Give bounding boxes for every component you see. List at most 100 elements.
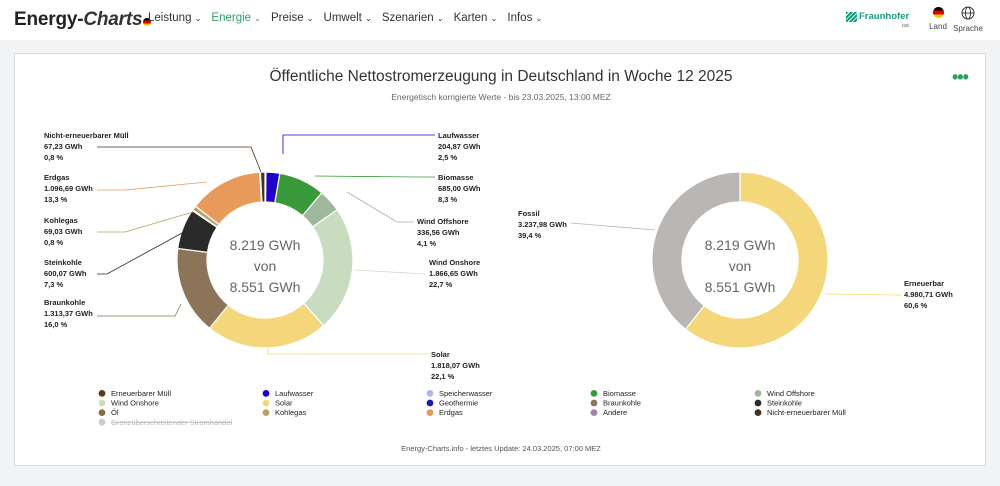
slice-label-value_label: 69,03 GWh [44, 227, 83, 236]
connector-line-erneuerbar [824, 293, 902, 296]
nav-item-karten[interactable]: Karten ⌄ [454, 12, 498, 24]
slice-wind-onshore[interactable] [302, 208, 354, 327]
globe-icon [961, 6, 975, 20]
slice-label-value_label: 336,56 GWh [417, 228, 460, 237]
slice-label-value_label: 1.313,37 GWh [44, 309, 93, 318]
connector-line-steinkohle [97, 226, 194, 275]
legend-item-geothermie[interactable]: Geothermie [439, 399, 478, 408]
nav-item-szenarien[interactable]: Szenarien ⌄ [382, 12, 444, 24]
legend-marker-grenzüberschreitender-stromhandel[interactable] [98, 418, 106, 426]
slice-label-value_label: 3.237,98 GWh [518, 220, 567, 229]
legend-marker-wind-offshore[interactable] [754, 390, 762, 397]
legend-item-speicherwasser[interactable]: Speicherwasser [439, 389, 493, 398]
legend-item-steinkohle[interactable]: Steinkohle [767, 399, 802, 408]
slice-label-name: Nicht-erneuerbarer Müll [44, 131, 129, 140]
slice-label-value_label: 1.096,69 GWh [44, 184, 93, 193]
nav-item-energie[interactable]: Energie ⌄ [211, 12, 261, 24]
slice-label-name: Biomasse [438, 173, 473, 182]
legend-marker-öl[interactable] [98, 409, 106, 416]
connector-line-erdgas [97, 181, 208, 191]
legend-item-laufwasser[interactable]: Laufwasser [275, 389, 314, 398]
connector-line-wind-onshore [354, 269, 427, 275]
slice-label-name: Laufwasser [438, 131, 479, 140]
nav-item-label: Umwelt [323, 12, 362, 24]
pie-charts: Laufwasser 204,87 GWh 2,5 % Biomasse 685,00 … [44, 131, 953, 453]
nav-item-label: Szenarien [381, 12, 434, 24]
slice-label-percent: 0,8 % [44, 238, 64, 247]
legend-marker-laufwasser[interactable] [262, 390, 270, 397]
brand-text-charts: Charts [83, 9, 143, 30]
legend-marker-speicherwasser[interactable] [426, 390, 434, 397]
legend-item-erneuerbarer-müll[interactable]: Erneuerbarer Müll [111, 389, 171, 398]
slice-label-percent: 4,1 % [417, 239, 437, 248]
legend-marker-nicht-erneuerbarer-müll[interactable] [754, 409, 762, 416]
slice-label-name: Braunkohle [44, 298, 85, 307]
nav-item-preise[interactable]: Preise ⌄ [271, 12, 314, 24]
legend-marker-erdgas[interactable] [426, 409, 434, 416]
legend-marker-biomasse[interactable] [590, 390, 598, 397]
slice-label-percent: 16,0 % [44, 320, 68, 329]
slice-label-value_label: 1.818,07 GWh [431, 361, 480, 370]
connector-line-braunkohle [97, 303, 182, 317]
energy-charts-logo[interactable]: Energy-Charts [14, 9, 152, 31]
nav-item-infos[interactable]: Infos ⌄ [507, 12, 542, 24]
legend-item-kohlegas[interactable]: Kohlegas [275, 408, 307, 417]
chevron-down-icon: ⌄ [434, 14, 444, 23]
slice-label-name: Steinkohle [44, 258, 82, 267]
center-total: 8.551 GWh [705, 279, 776, 295]
slice-label-percent: 8,3 % [438, 195, 458, 204]
slice-label-percent: 22,7 % [429, 280, 453, 289]
slice-label-value_label: 4.980,71 GWh [904, 290, 953, 299]
legend-marker-braunkohle[interactable] [590, 399, 598, 407]
legend-item-wind-offshore[interactable]: Wind Offshore [767, 389, 815, 398]
slice-label-value_label: 685,00 GWh [438, 184, 481, 193]
legend-marker-kohlegas[interactable] [262, 409, 270, 416]
legend-item-öl[interactable]: Öl [111, 408, 119, 417]
slice-label-name: Kohlegas [44, 216, 78, 225]
chart-title: Öffentliche Nettostromerzeugung in Deuts… [269, 68, 733, 85]
slice-label-percent: 39,4 % [518, 231, 542, 240]
slice-erneuerbar[interactable] [684, 171, 829, 349]
country-selector[interactable]: Land [925, 6, 951, 31]
chart-card: Öffentliche Nettostromerzeugung in Deuts… [14, 53, 986, 466]
nav-item-label: Preise [271, 12, 304, 24]
legend-item-andere[interactable]: Andere [603, 408, 627, 417]
slice-solar[interactable] [208, 302, 325, 349]
slice-fossil[interactable] [651, 171, 741, 331]
main-menu: Leistung ⌄ Energie ⌄ Preise ⌄ Umwelt ⌄ Szena… [148, 12, 542, 24]
legend-item-braunkohle[interactable]: Braunkohle [603, 399, 641, 408]
nav-item-leistung[interactable]: Leistung ⌄ [148, 12, 201, 24]
chevron-down-icon: ⌄ [192, 14, 202, 23]
slice-label-percent: 22,1 % [431, 372, 455, 381]
legend-item-biomasse[interactable]: Biomasse [603, 389, 636, 398]
slice-label-value_label: 67,23 GWh [44, 142, 83, 151]
legend-marker-steinkohle[interactable] [754, 399, 762, 407]
fraunhofer-name: Fraunhofer [859, 11, 910, 22]
slice-nicht-erneuerbarer-müll[interactable] [259, 171, 266, 203]
legend-marker-geothermie[interactable] [426, 399, 434, 407]
chart-menu-button[interactable]: ••• [952, 67, 969, 87]
legend-item-grenzüberschreitender-stromhandel[interactable]: Grenzüberschreitender Stromhandel [111, 418, 233, 427]
slice-label-value_label: 204,87 GWh [438, 142, 481, 151]
legend-marker-solar[interactable] [262, 399, 270, 407]
legend-item-wind-onshore[interactable]: Wind Onshore [111, 399, 159, 408]
fraunhofer-logo[interactable]: Fraunhofer ISE [846, 11, 910, 33]
language-selector[interactable]: Sprache [952, 6, 984, 33]
legend-marker-wind-onshore[interactable] [98, 399, 106, 407]
nav-item-umwelt[interactable]: Umwelt ⌄ [324, 12, 372, 24]
chart-subtitle: Energetisch korrigierte Werte - bis 23.0… [391, 92, 611, 102]
legend-item-erdgas[interactable]: Erdgas [439, 408, 463, 417]
legend-marker-erneuerbarer-müll[interactable] [98, 390, 106, 397]
slice-label-percent: 0,8 % [44, 153, 64, 162]
nav-item-label: Karten [453, 12, 488, 24]
top-navigation-bar: Energy-Charts Leistung ⌄ Energie ⌄ Preise … [0, 0, 1000, 40]
legend-item-solar[interactable]: Solar [275, 399, 293, 408]
legend-marker-andere[interactable] [590, 409, 598, 416]
nav-item-label: Leistung [148, 12, 192, 24]
connector-line-solar [267, 348, 428, 355]
chevron-down-icon: ⌄ [362, 14, 372, 23]
legend-item-nicht-erneuerbarer-müll[interactable]: Nicht-erneuerbarer Müll [767, 408, 846, 417]
chevron-down-icon: ⌄ [533, 14, 543, 23]
german-flag-dot-icon [143, 18, 152, 26]
connector-line-fossil [570, 222, 656, 231]
